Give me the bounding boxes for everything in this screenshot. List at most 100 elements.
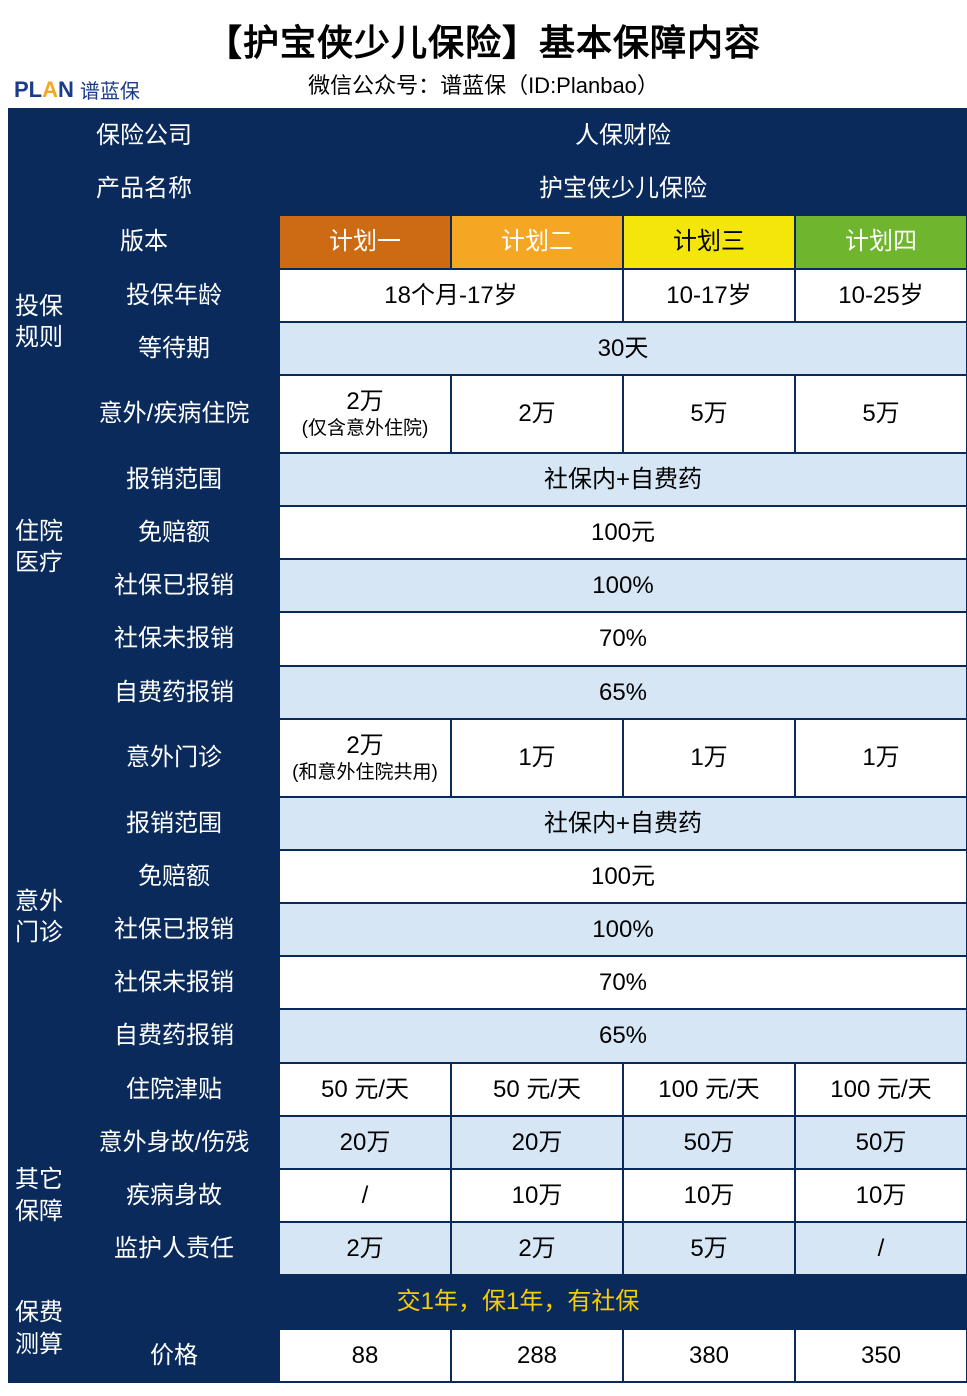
value-age-p4: 10-25岁 bbox=[795, 269, 967, 322]
label-out-accident: 意外门诊 bbox=[69, 719, 279, 797]
value-out-p2: 1万 bbox=[451, 719, 623, 797]
label-hosp-no-social: 社保未报销 bbox=[69, 612, 279, 665]
value-hosp-p2: 2万 bbox=[451, 375, 623, 453]
label-hosp-scope: 报销范围 bbox=[69, 453, 279, 506]
label-guardian: 监护人责任 bbox=[69, 1222, 279, 1275]
out-p1-line2: (和意外住院共用) bbox=[284, 761, 446, 786]
value-illdeath-p2: 10万 bbox=[451, 1169, 623, 1222]
label-out-after-social: 社保已报销 bbox=[69, 903, 279, 956]
label-out-scope: 报销范围 bbox=[69, 797, 279, 850]
value-hosp-p4: 5万 bbox=[795, 375, 967, 453]
row-wait-period: 等待期 30天 bbox=[9, 322, 967, 375]
value-out-p3: 1万 bbox=[623, 719, 795, 797]
value-allow-p4: 100 元/天 bbox=[795, 1063, 967, 1116]
value-illdeath-p3: 10万 bbox=[623, 1169, 795, 1222]
value-guardian-p4: / bbox=[795, 1222, 967, 1275]
row-hosp-scope: 报销范围 社保内+自费药 bbox=[9, 453, 967, 506]
label-hosp-deductible: 免赔额 bbox=[69, 506, 279, 559]
label-ill-death: 疾病身故 bbox=[69, 1169, 279, 1222]
row-ill-death: 疾病身故 / 10万 10万 10万 bbox=[9, 1169, 967, 1222]
value-illdeath-p4: 10万 bbox=[795, 1169, 967, 1222]
label-hosp-after-social: 社保已报销 bbox=[69, 559, 279, 612]
logo-text-part2: A bbox=[42, 77, 58, 102]
row-out-selfpay: 自费药报销 65% bbox=[9, 1009, 967, 1062]
row-out-deductible: 免赔额 100元 bbox=[9, 850, 967, 903]
value-price-p2: 288 bbox=[451, 1329, 623, 1382]
value-product: 护宝侠少儿保险 bbox=[279, 162, 967, 215]
value-allow-p1: 50 元/天 bbox=[279, 1063, 451, 1116]
value-guardian-p2: 2万 bbox=[451, 1222, 623, 1275]
value-out-scope: 社保内+自费药 bbox=[279, 797, 967, 850]
value-accdeath-p2: 20万 bbox=[451, 1116, 623, 1169]
label-enroll-age: 投保年龄 bbox=[69, 269, 279, 322]
row-out-after-social: 社保已报销 100% bbox=[9, 903, 967, 956]
row-price: 价格 88 288 380 350 bbox=[9, 1329, 967, 1382]
label-out-no-social: 社保未报销 bbox=[69, 956, 279, 1009]
row-acc-death: 其它保障 意外身故/伤残 20万 20万 50万 50万 bbox=[9, 1116, 967, 1169]
row-version: 版本 计划一 计划二 计划三 计划四 bbox=[9, 215, 967, 268]
value-hosp-p1: 2万 (仅含意外住院) bbox=[279, 375, 451, 453]
hosp-p1-line2: (仅含意外住院) bbox=[284, 417, 446, 442]
logo-text-part1: PL bbox=[14, 77, 42, 102]
page-title: 【护宝侠少儿保险】基本保障内容 bbox=[8, 14, 959, 66]
value-accdeath-p4: 50万 bbox=[795, 1116, 967, 1169]
value-wait: 30天 bbox=[279, 322, 967, 375]
value-out-p4: 1万 bbox=[795, 719, 967, 797]
insurance-table-wrapper: PLAN 谱蓝保 【护宝侠少儿保险】基本保障内容 微信公众号：谱蓝保（ID:Pl… bbox=[0, 0, 967, 1391]
value-accdeath-p1: 20万 bbox=[279, 1116, 451, 1169]
row-hosp-main: 住院医疗 意外/疾病住院 2万 (仅含意外住院) 2万 5万 5万 bbox=[9, 375, 967, 453]
row-product: 产品名称 护宝侠少儿保险 bbox=[9, 162, 967, 215]
label-price: 价格 bbox=[69, 1329, 279, 1382]
row-premium-note: 保费测算 交1年，保1年，有社保 bbox=[9, 1275, 967, 1328]
section-outpatient: 意外门诊 bbox=[9, 719, 69, 1116]
value-out-no-social: 70% bbox=[279, 956, 967, 1009]
value-premium-note: 交1年，保1年，有社保 bbox=[69, 1275, 967, 1328]
row-out-no-social: 社保未报销 70% bbox=[9, 956, 967, 1009]
row-allowance: 住院津贴 50 元/天 50 元/天 100 元/天 100 元/天 bbox=[9, 1063, 967, 1116]
logo-text-part3: N bbox=[58, 77, 74, 102]
value-allow-p3: 100 元/天 bbox=[623, 1063, 795, 1116]
value-allow-p2: 50 元/天 bbox=[451, 1063, 623, 1116]
row-hosp-selfpay: 自费药报销 65% bbox=[9, 666, 967, 719]
row-hosp-after-social: 社保已报销 100% bbox=[9, 559, 967, 612]
out-p1-line1: 2万 bbox=[284, 730, 446, 761]
value-insurer: 人保财险 bbox=[279, 109, 967, 162]
value-hosp-no-social: 70% bbox=[279, 612, 967, 665]
value-age-p12: 18个月-17岁 bbox=[279, 269, 623, 322]
brand-logo: PLAN 谱蓝保 bbox=[14, 75, 140, 104]
header: PLAN 谱蓝保 【护宝侠少儿保险】基本保障内容 微信公众号：谱蓝保（ID:Pl… bbox=[8, 8, 959, 108]
page-subtitle: 微信公众号：谱蓝保（ID:Planbao） bbox=[8, 68, 959, 100]
row-hosp-deductible: 免赔额 100元 bbox=[9, 506, 967, 559]
label-allowance: 住院津贴 bbox=[69, 1063, 279, 1116]
row-hosp-no-social: 社保未报销 70% bbox=[9, 612, 967, 665]
section-premium: 保费测算 bbox=[9, 1275, 69, 1381]
value-out-after-social: 100% bbox=[279, 903, 967, 956]
value-hosp-p3: 5万 bbox=[623, 375, 795, 453]
value-age-p3: 10-17岁 bbox=[623, 269, 795, 322]
label-out-deductible: 免赔额 bbox=[69, 850, 279, 903]
value-hosp-selfpay: 65% bbox=[279, 666, 967, 719]
label-insurer: 保险公司 bbox=[9, 109, 279, 162]
insurance-table: 保险公司 人保财险 产品名称 护宝侠少儿保险 版本 计划一 计划二 计划三 计划… bbox=[8, 108, 967, 1383]
section-enroll: 投保规则 bbox=[9, 269, 69, 375]
value-out-deductible: 100元 bbox=[279, 850, 967, 903]
row-guardian: 监护人责任 2万 2万 5万 / bbox=[9, 1222, 967, 1275]
value-out-p1: 2万 (和意外住院共用) bbox=[279, 719, 451, 797]
value-accdeath-p3: 50万 bbox=[623, 1116, 795, 1169]
label-hosp-selfpay: 自费药报销 bbox=[69, 666, 279, 719]
plan2-header: 计划二 bbox=[451, 215, 623, 268]
value-hosp-scope: 社保内+自费药 bbox=[279, 453, 967, 506]
label-acc-death: 意外身故/伤残 bbox=[69, 1116, 279, 1169]
plan1-header: 计划一 bbox=[279, 215, 451, 268]
value-out-selfpay: 65% bbox=[279, 1009, 967, 1062]
logo-text-cn: 谱蓝保 bbox=[80, 75, 140, 104]
value-illdeath-p1: / bbox=[279, 1169, 451, 1222]
value-hosp-after-social: 100% bbox=[279, 559, 967, 612]
row-out-main: 意外门诊 意外门诊 2万 (和意外住院共用) 1万 1万 1万 bbox=[9, 719, 967, 797]
section-other: 其它保障 bbox=[9, 1116, 69, 1276]
value-hosp-deductible: 100元 bbox=[279, 506, 967, 559]
section-hospital: 住院医疗 bbox=[9, 375, 69, 719]
plan3-header: 计划三 bbox=[623, 215, 795, 268]
value-price-p3: 380 bbox=[623, 1329, 795, 1382]
label-version: 版本 bbox=[9, 215, 279, 268]
